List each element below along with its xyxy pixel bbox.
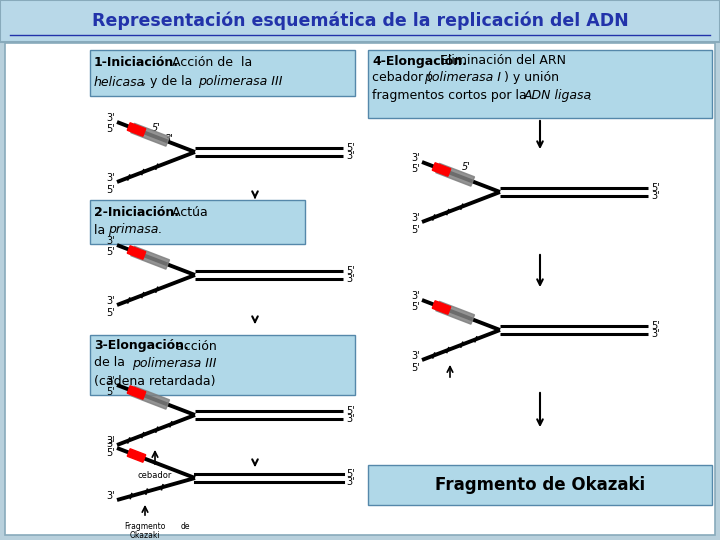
Text: la: la [94, 224, 109, 237]
Text: 3': 3' [107, 236, 115, 246]
Text: Fragmento de Okazaki: Fragmento de Okazaki [435, 476, 645, 494]
Text: polimerasa III: polimerasa III [198, 76, 282, 89]
Text: 3': 3' [107, 376, 115, 386]
Text: acción: acción [172, 340, 217, 353]
Text: 5': 5' [651, 183, 660, 193]
Text: 5': 5' [107, 448, 115, 458]
Text: Eliminación del ARN: Eliminación del ARN [440, 55, 566, 68]
Text: helicasa: helicasa [94, 76, 145, 89]
Text: 5': 5' [107, 308, 115, 318]
Text: fragmentos cortos por la: fragmentos cortos por la [372, 90, 527, 103]
Bar [368, 465, 712, 505]
Text: Actúa: Actúa [168, 206, 208, 219]
Text: cebador: cebador [138, 471, 172, 480]
Bar [90, 50, 355, 96]
Bar [0, 0, 720, 42]
Text: 5': 5' [107, 185, 115, 195]
Text: 3': 3' [651, 329, 660, 339]
Text: 3': 3' [651, 191, 660, 201]
Bar [90, 200, 305, 244]
Text: polimerasa I: polimerasa I [424, 71, 501, 84]
Text: (cadena retardada): (cadena retardada) [94, 375, 215, 388]
Text: 3': 3' [411, 153, 420, 163]
Polygon shape [127, 449, 145, 462]
Text: 3': 3' [346, 151, 355, 161]
Text: 3': 3' [411, 213, 420, 223]
Text: Okazaki: Okazaki [130, 531, 161, 540]
Text: 5': 5' [411, 225, 420, 235]
Text: .: . [588, 90, 592, 103]
Text: 5': 5' [346, 143, 355, 153]
Text: polimerasa III: polimerasa III [132, 356, 217, 369]
Text: 5': 5' [346, 469, 355, 479]
Polygon shape [131, 386, 169, 409]
Text: 5': 5' [411, 302, 420, 312]
Text: 5': 5' [411, 164, 420, 174]
Text: 5': 5' [346, 406, 355, 416]
Text: 5': 5' [107, 247, 115, 257]
Text: 5': 5' [462, 162, 471, 172]
Polygon shape [436, 301, 474, 324]
Text: 3': 3' [411, 351, 420, 361]
Text: 3': 3' [107, 491, 115, 501]
Text: 2-Iniciación.: 2-Iniciación. [94, 206, 179, 219]
Text: 5': 5' [152, 123, 161, 133]
Text: 3': 3' [166, 133, 174, 144]
Polygon shape [127, 386, 145, 399]
Bar [90, 335, 355, 395]
Text: Fragmento: Fragmento [125, 522, 166, 531]
Text: 3': 3' [107, 296, 115, 306]
Text: 5': 5' [651, 321, 660, 331]
Text: 5': 5' [107, 124, 115, 134]
Polygon shape [127, 123, 145, 136]
Polygon shape [432, 301, 451, 314]
Text: cebador (: cebador ( [372, 71, 432, 84]
Text: , y de la: , y de la [142, 76, 192, 89]
Text: de: de [180, 522, 190, 531]
Polygon shape [432, 163, 451, 176]
Text: 3': 3' [107, 173, 115, 183]
Text: Acción de  la: Acción de la [164, 57, 252, 70]
Text: 3-Elongación.: 3-Elongación. [94, 340, 189, 353]
Text: 3': 3' [107, 439, 115, 449]
Text: 1-Iniciación.: 1-Iniciación. [94, 57, 179, 70]
Text: Representación esquemática de la replicación del ADN: Representación esquemática de la replica… [91, 12, 629, 30]
Polygon shape [131, 123, 169, 146]
Text: 3': 3' [107, 113, 115, 123]
Polygon shape [436, 163, 474, 186]
Text: 5': 5' [346, 266, 355, 276]
Text: 3': 3' [346, 477, 355, 487]
Text: 3': 3' [107, 436, 115, 446]
Text: de la: de la [94, 356, 129, 369]
Bar [368, 50, 712, 118]
Text: 3': 3' [411, 291, 420, 301]
Polygon shape [131, 246, 169, 269]
Text: primasa.: primasa. [108, 224, 163, 237]
Text: ADN ligasa: ADN ligasa [524, 90, 592, 103]
Text: ) y unión: ) y unión [504, 71, 559, 84]
Text: 4-Elongación.: 4-Elongación. [372, 55, 467, 68]
Text: 5': 5' [107, 387, 115, 397]
Polygon shape [127, 246, 145, 259]
Text: 3': 3' [346, 414, 355, 424]
Text: 3': 3' [346, 274, 355, 284]
Text: 5': 5' [411, 363, 420, 373]
